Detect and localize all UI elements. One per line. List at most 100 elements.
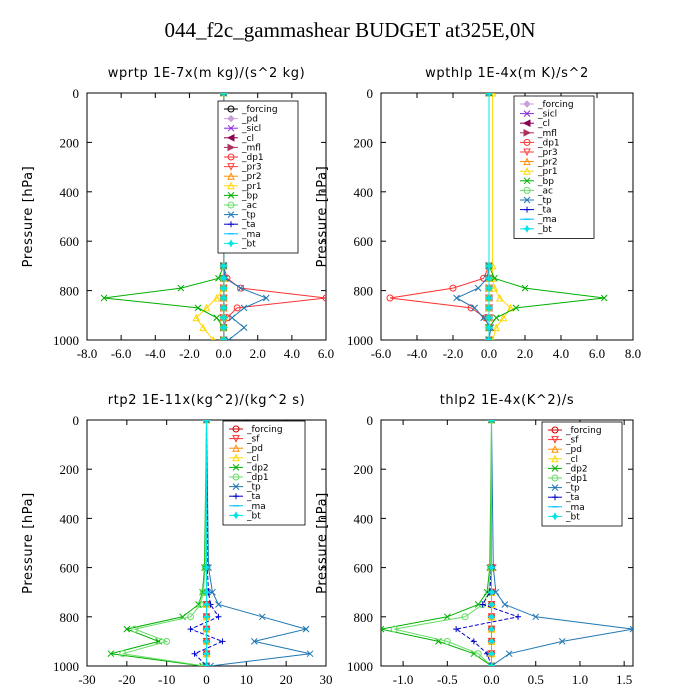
data-point	[219, 284, 228, 293]
data-point	[220, 93, 227, 97]
data-point	[532, 613, 540, 621]
legend-marker	[523, 138, 531, 146]
data-point	[487, 600, 496, 609]
legend-label: _ta	[537, 206, 552, 216]
panel-title: thlp2 1E-4x(K^2)/s	[440, 393, 575, 408]
x-tick-label: -2.0	[443, 346, 464, 361]
y-tick-label: 1000	[53, 333, 79, 348]
data-point	[487, 420, 496, 425]
legend-marker	[227, 181, 235, 190]
data-point	[302, 625, 310, 633]
plot-area	[100, 93, 326, 340]
legend-label: _tp	[565, 484, 580, 494]
legend-label: _pr1	[241, 182, 262, 192]
legend-marker	[232, 464, 240, 471]
series-line	[492, 93, 512, 340]
x-tick-label: -4.0	[145, 346, 166, 361]
legend-label: _dp2	[565, 464, 588, 474]
x-tick-label: 2.0	[250, 346, 266, 361]
data-point	[381, 625, 385, 633]
legend-marker	[227, 172, 235, 180]
y-tick-label: 800	[354, 284, 374, 299]
y-tick-label: 200	[354, 135, 374, 150]
x-tick-label: -10	[158, 672, 175, 687]
x-tick-label: -30	[78, 672, 95, 687]
y-tick-label: 0	[73, 86, 80, 101]
data-point	[499, 313, 508, 322]
data-point	[484, 274, 494, 283]
data-point	[202, 661, 211, 666]
legend-marker	[523, 186, 531, 194]
legend-marker	[524, 206, 530, 213]
data-point	[487, 588, 496, 597]
data-point	[258, 613, 266, 621]
y-tick-label: 400	[60, 185, 80, 200]
figure-title: 044_f2c_gammashear BUDGET at325E,0N	[164, 18, 536, 42]
legend-label: _sf	[565, 436, 579, 446]
legend-marker	[228, 221, 234, 228]
legend-marker	[523, 100, 531, 108]
y-tick-label: 1000	[347, 333, 373, 348]
legend-label: _sicl	[537, 110, 557, 120]
plot-area	[381, 420, 633, 666]
y-tick-label: 600	[60, 561, 80, 576]
data-point	[123, 625, 131, 633]
data-point	[495, 293, 504, 302]
y-tick-label: 800	[60, 610, 80, 625]
x-tick-label: -6.0	[111, 346, 132, 361]
data-point	[187, 626, 194, 633]
data-point	[484, 284, 494, 293]
series-dp2	[381, 420, 495, 666]
x-tick-label: 30	[320, 672, 333, 687]
series-bt	[202, 420, 211, 666]
legend-label: _dp1	[246, 473, 269, 483]
data-point	[501, 601, 509, 608]
series-tp	[488, 420, 633, 666]
data-point	[215, 613, 222, 620]
data-point	[202, 612, 211, 621]
data-point	[250, 638, 258, 645]
legend-label: _pd	[246, 444, 263, 454]
legend-label: _bt	[241, 239, 256, 249]
legend-label: _pr2	[241, 172, 262, 182]
legend-marker	[551, 474, 559, 482]
data-point	[306, 650, 314, 658]
legend-label: _cl	[246, 454, 259, 464]
data-point	[215, 601, 222, 608]
legend: _forcing_sf_pd_cl_dp2_dp1_tp_ta_ma_bt	[222, 420, 306, 526]
legend-marker	[551, 465, 559, 472]
legend-label: _ma	[537, 215, 557, 225]
series-bt	[484, 93, 494, 340]
y-axis-label: Pressure [hPa]	[21, 166, 36, 268]
legend-label: _mfl	[241, 143, 261, 153]
y-axis-label: Pressure [hPa]	[21, 492, 36, 594]
legend-label: _bt	[565, 512, 580, 522]
legend-label: _dp1	[565, 474, 588, 484]
legend-marker	[227, 114, 235, 123]
data-point	[202, 600, 211, 609]
data-point	[470, 638, 477, 645]
plot-frame	[380, 419, 634, 667]
y-tick-label: 0	[367, 86, 374, 101]
data-point	[471, 304, 478, 312]
x-tick-label: -1.0	[393, 672, 414, 687]
data-point	[219, 313, 228, 322]
data-point	[191, 650, 198, 657]
data-point	[203, 420, 210, 424]
data-point	[453, 626, 460, 633]
x-tick-label: 20	[280, 672, 293, 687]
data-point	[199, 323, 207, 332]
data-point	[194, 304, 202, 312]
x-tick-label: 0.0	[483, 672, 499, 687]
data-point	[187, 613, 195, 621]
legend-marker	[522, 224, 532, 233]
data-point	[484, 323, 494, 332]
legend-label: _ta	[565, 493, 580, 503]
x-tick-label: 6.0	[318, 346, 334, 361]
series-line	[122, 420, 207, 666]
x-tick-label: 2.0	[517, 346, 533, 361]
data-point	[484, 93, 494, 98]
data-point	[209, 588, 216, 596]
x-tick-label: -2.0	[179, 346, 200, 361]
